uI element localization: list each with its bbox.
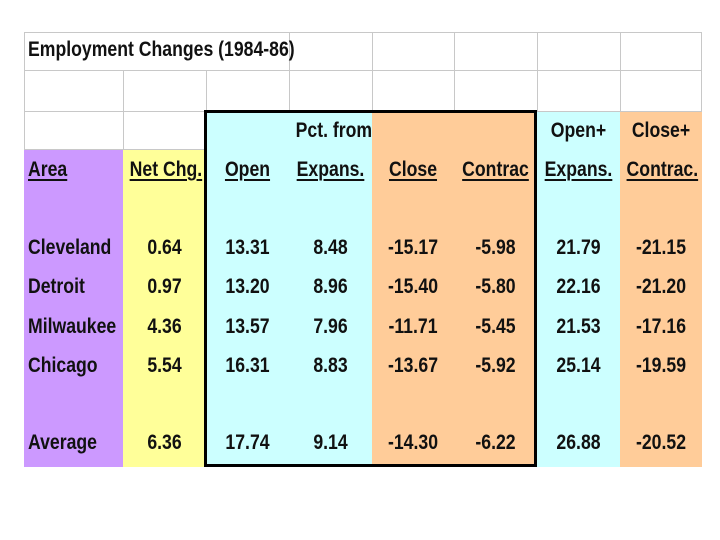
cell-close-contrac: -21.20 <box>635 275 687 298</box>
cell-expans: 8.83 <box>313 354 348 377</box>
cell-contrac: -5.92 <box>475 354 516 377</box>
cell-net-chg: 6.36 <box>147 431 182 454</box>
header-close: Close <box>388 158 438 181</box>
cell-contrac: -6.22 <box>475 431 516 454</box>
cell-net-chg: 5.54 <box>147 354 182 377</box>
cell-open: 13.57 <box>225 315 270 338</box>
grid-line <box>289 32 290 112</box>
cell-expans: 9.14 <box>313 431 348 454</box>
cell-open-expans: 26.88 <box>556 431 601 454</box>
cell-net-chg: 4.36 <box>147 315 182 338</box>
open-expans-column-band <box>206 112 372 467</box>
cell-contrac: -5.80 <box>475 275 516 298</box>
cell-open-expans: 25.14 <box>556 354 601 377</box>
grid-line <box>24 32 25 150</box>
grid-line <box>206 70 207 112</box>
header-expans: Expans. <box>296 158 365 181</box>
header-pct-from: Pct. from <box>295 119 373 142</box>
cell-expans: 8.96 <box>313 275 348 298</box>
cell-close-contrac: -21.15 <box>635 236 687 259</box>
cell-open-expans: 21.79 <box>556 236 601 259</box>
grid-line <box>537 32 538 112</box>
cell-close-contrac: -20.52 <box>635 431 687 454</box>
header-contrac: Contrac <box>462 158 529 181</box>
cell-close-contrac: -17.16 <box>635 315 687 338</box>
open-close-group-border <box>204 110 537 467</box>
close-contrac-column-band <box>372 112 537 467</box>
cell-area: Milwaukee <box>28 315 117 338</box>
cell-open: 16.31 <box>225 354 270 377</box>
spreadsheet-table: Employment Changes (1984-86) Pct. from O… <box>24 32 702 467</box>
cell-close: -13.67 <box>387 354 439 377</box>
cell-area: Chicago <box>28 354 98 377</box>
header-open: Open <box>224 158 271 181</box>
grid-line <box>123 70 124 150</box>
grid-line <box>701 32 702 112</box>
close-plus-contrac-column-band <box>620 112 702 467</box>
cell-close: -15.40 <box>387 275 439 298</box>
cell-expans: 8.48 <box>313 236 348 259</box>
grid-line <box>24 70 702 71</box>
cell-net-chg: 0.97 <box>147 275 182 298</box>
grid-line <box>372 32 373 112</box>
cell-contrac: -5.45 <box>475 315 516 338</box>
grid-line <box>24 32 702 33</box>
grid-line <box>24 149 206 150</box>
cell-close: -15.17 <box>387 236 439 259</box>
cell-expans: 7.96 <box>313 315 348 338</box>
cell-close-contrac: -19.59 <box>635 354 687 377</box>
cell-area: Detroit <box>28 275 85 298</box>
header-open-plus: Open+ <box>550 119 607 142</box>
header-close-plus-contrac: Contrac. <box>626 158 699 181</box>
open-plus-expans-column-band <box>537 112 620 467</box>
net-change-column-band <box>123 150 206 467</box>
cell-open: 13.31 <box>225 236 270 259</box>
header-net-chg: Net Chg. <box>129 158 203 181</box>
table-title: Employment Changes (1984-86) <box>28 38 295 61</box>
cell-area: Average <box>28 431 97 454</box>
grid-line <box>454 32 455 112</box>
header-open-plus-expans: Expans. <box>544 158 613 181</box>
area-column-band <box>24 150 123 467</box>
cell-open-expans: 22.16 <box>556 275 601 298</box>
cell-contrac: -5.98 <box>475 236 516 259</box>
cell-close: -14.30 <box>387 431 439 454</box>
cell-area: Cleveland <box>28 236 112 259</box>
grid-line <box>620 32 621 112</box>
cell-open: 17.74 <box>225 431 270 454</box>
cell-open: 13.20 <box>225 275 270 298</box>
cell-net-chg: 0.64 <box>147 236 182 259</box>
cell-open-expans: 21.53 <box>556 315 601 338</box>
header-close-plus: Close+ <box>631 119 691 142</box>
cell-close: -11.71 <box>388 315 438 338</box>
header-area: Area <box>28 158 68 181</box>
